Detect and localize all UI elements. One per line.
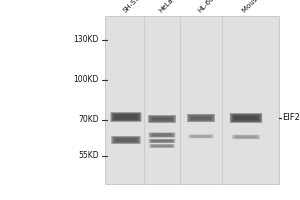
FancyBboxPatch shape [188, 115, 214, 121]
Text: 55KD: 55KD [78, 152, 99, 160]
Bar [105, 16, 279, 184]
FancyBboxPatch shape [111, 136, 141, 144]
FancyBboxPatch shape [187, 114, 215, 122]
FancyBboxPatch shape [152, 140, 172, 142]
FancyBboxPatch shape [152, 145, 172, 147]
FancyBboxPatch shape [233, 115, 259, 121]
FancyBboxPatch shape [150, 133, 174, 137]
FancyBboxPatch shape [188, 135, 214, 138]
Text: 100KD: 100KD [74, 75, 99, 84]
FancyBboxPatch shape [153, 145, 171, 147]
FancyBboxPatch shape [151, 144, 173, 148]
FancyBboxPatch shape [151, 144, 173, 148]
FancyBboxPatch shape [152, 117, 172, 121]
FancyBboxPatch shape [149, 133, 175, 137]
FancyBboxPatch shape [149, 144, 175, 148]
Text: HL-60: HL-60 [197, 0, 215, 14]
FancyBboxPatch shape [112, 137, 140, 143]
FancyBboxPatch shape [192, 135, 210, 137]
Text: SH-SY5Y: SH-SY5Y [122, 0, 147, 14]
FancyBboxPatch shape [190, 115, 212, 121]
FancyBboxPatch shape [231, 114, 261, 122]
FancyBboxPatch shape [190, 135, 212, 138]
FancyBboxPatch shape [113, 114, 139, 120]
FancyBboxPatch shape [111, 136, 141, 144]
FancyBboxPatch shape [188, 115, 214, 121]
FancyBboxPatch shape [235, 136, 257, 138]
Text: 130KD: 130KD [74, 36, 99, 45]
FancyBboxPatch shape [151, 133, 173, 137]
FancyBboxPatch shape [149, 139, 175, 143]
FancyBboxPatch shape [153, 145, 171, 147]
FancyBboxPatch shape [113, 114, 139, 120]
FancyBboxPatch shape [115, 138, 137, 142]
FancyBboxPatch shape [232, 135, 260, 139]
FancyBboxPatch shape [151, 140, 173, 142]
FancyBboxPatch shape [149, 116, 175, 122]
FancyBboxPatch shape [151, 133, 173, 137]
Text: Mouse liver: Mouse liver [242, 0, 274, 14]
FancyBboxPatch shape [152, 134, 172, 136]
FancyBboxPatch shape [115, 115, 137, 119]
FancyBboxPatch shape [112, 113, 140, 121]
FancyBboxPatch shape [233, 135, 259, 139]
FancyBboxPatch shape [150, 139, 174, 143]
FancyBboxPatch shape [230, 113, 262, 123]
FancyBboxPatch shape [148, 115, 176, 123]
Text: HeLa: HeLa [158, 0, 175, 14]
Text: EIF2AK1: EIF2AK1 [282, 114, 300, 122]
FancyBboxPatch shape [149, 139, 175, 143]
FancyBboxPatch shape [149, 144, 175, 148]
FancyBboxPatch shape [152, 134, 172, 136]
FancyBboxPatch shape [236, 136, 256, 138]
FancyBboxPatch shape [115, 138, 137, 142]
FancyBboxPatch shape [187, 114, 215, 122]
FancyBboxPatch shape [149, 116, 175, 122]
FancyBboxPatch shape [191, 116, 211, 120]
FancyBboxPatch shape [151, 117, 173, 121]
FancyBboxPatch shape [151, 140, 173, 142]
FancyBboxPatch shape [233, 135, 259, 139]
FancyBboxPatch shape [152, 145, 172, 147]
FancyBboxPatch shape [152, 117, 172, 121]
FancyBboxPatch shape [111, 112, 141, 122]
FancyBboxPatch shape [233, 115, 259, 121]
FancyBboxPatch shape [191, 135, 211, 138]
FancyBboxPatch shape [111, 112, 141, 122]
FancyBboxPatch shape [191, 135, 211, 138]
FancyBboxPatch shape [148, 115, 176, 123]
Text: 70KD: 70KD [78, 116, 99, 124]
FancyBboxPatch shape [188, 135, 214, 138]
FancyBboxPatch shape [190, 115, 212, 121]
FancyBboxPatch shape [192, 135, 210, 137]
FancyBboxPatch shape [235, 136, 257, 138]
FancyBboxPatch shape [234, 116, 258, 120]
FancyBboxPatch shape [150, 133, 174, 137]
FancyBboxPatch shape [112, 113, 140, 121]
FancyBboxPatch shape [115, 115, 137, 119]
FancyBboxPatch shape [149, 133, 175, 137]
FancyBboxPatch shape [234, 116, 258, 120]
FancyBboxPatch shape [191, 116, 211, 120]
FancyBboxPatch shape [230, 113, 262, 123]
FancyBboxPatch shape [231, 114, 261, 122]
FancyBboxPatch shape [190, 135, 212, 138]
FancyBboxPatch shape [232, 135, 260, 139]
FancyBboxPatch shape [150, 139, 174, 143]
FancyBboxPatch shape [112, 137, 140, 143]
FancyBboxPatch shape [152, 140, 172, 142]
FancyBboxPatch shape [236, 136, 256, 138]
FancyBboxPatch shape [151, 117, 173, 121]
FancyBboxPatch shape [114, 138, 138, 142]
FancyBboxPatch shape [114, 138, 138, 142]
